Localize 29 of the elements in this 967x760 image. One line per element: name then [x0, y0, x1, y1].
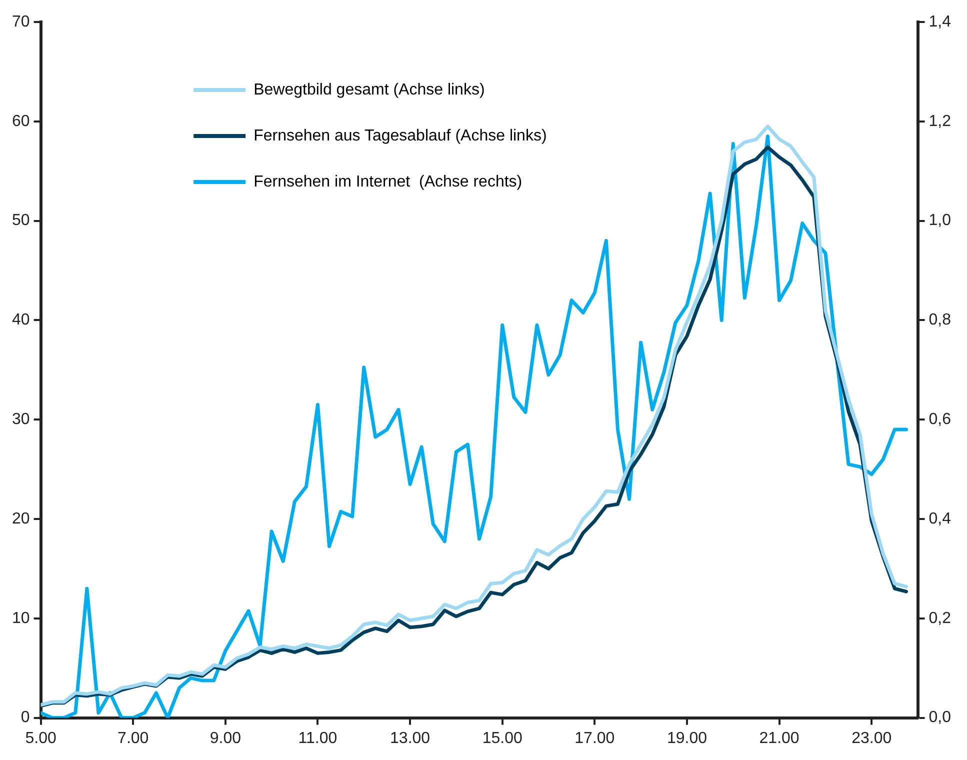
x-tick-label: 11.00 [298, 730, 338, 747]
y-tick-label: 10 [12, 610, 30, 627]
y-tick-label: 50 [12, 212, 30, 230]
x-tick-label: 15.00 [482, 730, 522, 747]
x-tick-label: 5.00 [25, 730, 56, 747]
legend-label: Fernsehen im Internet (Achse rechts) [254, 173, 522, 190]
legend-label: Bewegtbild gesamt (Achse links) [254, 81, 485, 98]
x-tick-label: 7.00 [118, 730, 149, 747]
y2-tick-label: 0,4 [928, 510, 952, 528]
y2-tick-label: 1,0 [928, 212, 952, 230]
y2-tick-label: 0,0 [928, 709, 952, 726]
x-tick-label: 19.00 [666, 730, 708, 747]
y-tick-label: 0 [20, 709, 30, 726]
y2-tick-label: 1,4 [928, 13, 952, 30]
legend-label: Fernsehen aus Tagesablauf (Achse links) [254, 127, 547, 144]
y-tick-label: 40 [12, 312, 30, 329]
y-tick-label: 20 [12, 510, 30, 528]
y-tick-label: 60 [12, 112, 30, 130]
x-tick-label: 13.00 [390, 730, 430, 747]
x-tick-label: 21.00 [759, 730, 800, 747]
x-tick-label: 23.00 [852, 730, 892, 747]
x-tick-label: 17.00 [574, 730, 615, 747]
y-tick-label: 70 [12, 13, 30, 30]
y2-tick-label: 0,6 [928, 411, 952, 428]
y-tick-label: 30 [12, 411, 30, 428]
y2-tick-label: 1,2 [928, 112, 952, 130]
y2-tick-label: 0,2 [928, 610, 952, 627]
y2-tick-label: 0,8 [928, 312, 952, 329]
x-tick-label: 9.00 [210, 730, 242, 747]
